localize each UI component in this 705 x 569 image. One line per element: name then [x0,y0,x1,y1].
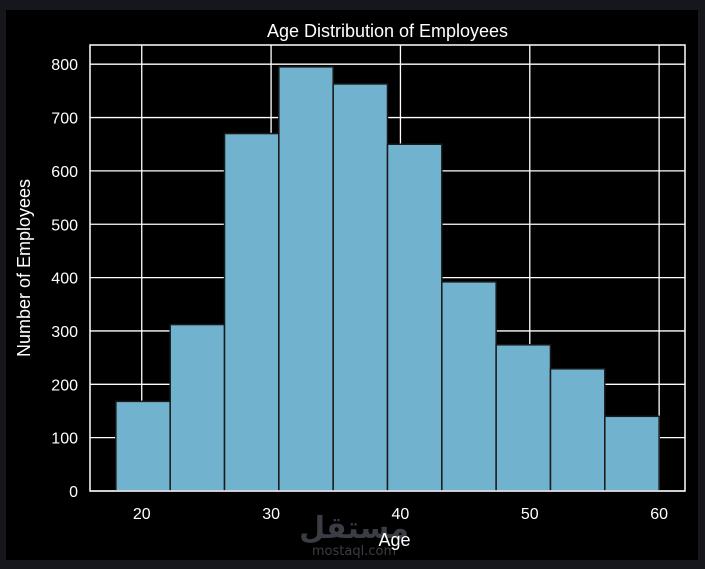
histogram-bar [115,400,171,492]
y-tick-label: 0 [69,484,78,501]
y-tick-label: 800 [51,57,78,74]
x-tick-labels: 20 30 40 50 60 [133,506,668,523]
y-tick-label: 300 [51,324,78,341]
histogram-bar [604,415,660,492]
y-tick-label: 200 [51,377,78,394]
watermark: مستقل mostaql.com [299,511,409,559]
x-tick-label: 50 [521,506,539,523]
x-tick-label: 60 [650,506,668,523]
y-tick-label: 500 [51,217,78,234]
histogram-bar [169,323,226,492]
chart-panel: 0 100 200 300 400 500 600 700 800 20 30 40 50 60 Age… [6,10,698,560]
x-tick-label: 30 [262,506,280,523]
histogram-bar [386,143,443,492]
histogram-bar [495,344,552,492]
chart-title: Age Distribution of Employees [267,21,508,41]
histogram-bar [441,281,497,492]
y-tick-label: 600 [51,164,78,181]
axes-frame [89,44,686,492]
x-tick-label: 40 [392,506,410,523]
histogram-bar [332,83,389,492]
x-axis-label: Age [378,530,410,550]
y-tick-label: 400 [51,271,78,288]
histogram-bars [115,66,660,492]
y-tick-label: 100 [51,431,78,448]
x-tick-label: 20 [133,506,151,523]
y-tick-labels: 0 100 200 300 400 500 600 700 800 [51,57,78,501]
histogram-bar [549,368,606,492]
histogram-bar [223,132,280,492]
y-axis-label: Number of Employees [14,179,34,357]
watermark-arabic-logo: مستقل [299,511,409,546]
histogram-chart: 0 100 200 300 400 500 600 700 800 20 30 40 50 60 Age… [14,21,686,559]
histogram-bar [278,66,334,492]
watermark-url: mostaql.com [312,544,396,559]
y-tick-label: 700 [51,111,78,128]
